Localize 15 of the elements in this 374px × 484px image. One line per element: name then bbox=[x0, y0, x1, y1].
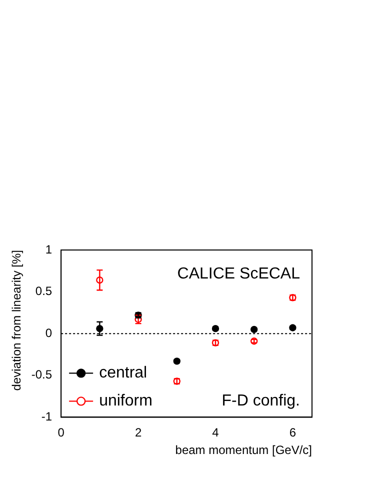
x-axis-title: beam momentum [GeV/c] bbox=[175, 443, 312, 458]
y-tick-label: 0.5 bbox=[35, 284, 52, 298]
legend-label: central bbox=[99, 364, 148, 382]
annotation: CALICE ScECAL bbox=[177, 265, 300, 282]
legend-label: uniform bbox=[99, 392, 152, 410]
y-tick-label: 0 bbox=[45, 326, 52, 340]
x-tick-label: 0 bbox=[58, 426, 65, 440]
y-axis-title: deviation from linearity [%] bbox=[10, 250, 24, 391]
x-tick-label: 2 bbox=[134, 426, 142, 440]
annotation: F-D config. bbox=[222, 392, 300, 410]
x-tick-label: 4 bbox=[212, 426, 220, 440]
y-tick-label: -1 bbox=[41, 410, 52, 424]
y-tick-label: -0.5 bbox=[31, 368, 52, 382]
x-tick-label: 6 bbox=[289, 426, 296, 440]
y-tick-label: 1 bbox=[45, 242, 52, 256]
